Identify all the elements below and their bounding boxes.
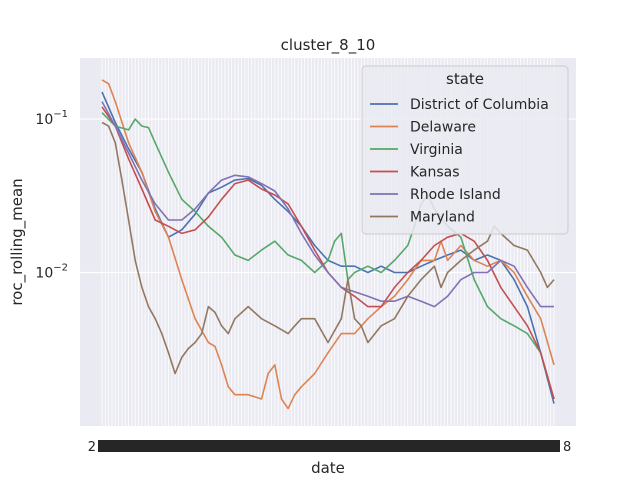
series-line-maryland (101, 121, 555, 375)
legend-label: Maryland (410, 210, 475, 226)
legend-label: Virginia (410, 142, 463, 158)
legend-label: District of Columbia (410, 97, 549, 113)
y-tick-label: 10−1 (35, 109, 68, 128)
series-line-delaware (101, 79, 555, 410)
y-axis-label: roc_rolling_mean (8, 178, 27, 305)
chart-title: cluster_8_10 (281, 36, 376, 55)
x-tick-label-first: 2 (88, 440, 96, 455)
y-tick-label: 10−2 (35, 263, 68, 282)
series-line-rhode-island (101, 101, 554, 308)
x-tick-labels-overlap (98, 440, 560, 452)
y-axis: 10−1 10−2 (35, 109, 68, 281)
series-lines (101, 79, 555, 410)
legend-label: Kansas (410, 165, 460, 181)
legend-title: state (446, 70, 484, 88)
legend-label: Delaware (410, 120, 476, 136)
legend-label: Rhode Island (410, 187, 501, 203)
legend-box (361, 65, 569, 235)
x-axis-label: date (311, 459, 345, 477)
x-tick-label-last: 8 (563, 440, 571, 455)
series-line-virginia (101, 112, 555, 400)
legend: state District of Columbia Delaware Virgini… (361, 65, 569, 235)
